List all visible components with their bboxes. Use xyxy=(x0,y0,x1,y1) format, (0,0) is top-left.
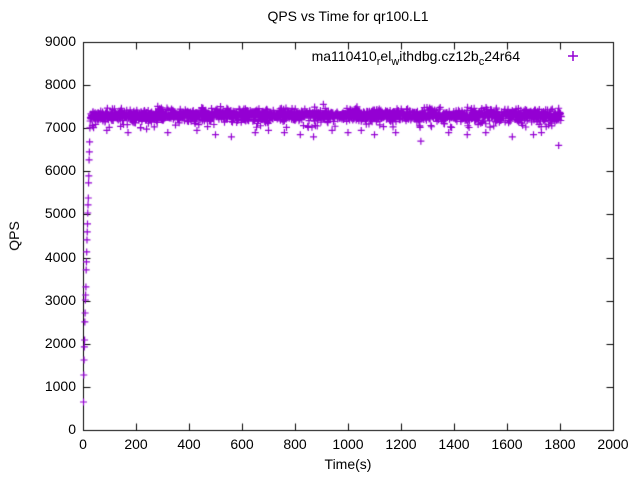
x-tick-label: 2000 xyxy=(597,436,629,452)
legend: ma110410relwithdbg.cz12bc24r64 xyxy=(0,47,613,68)
y-tick-label: 2000 xyxy=(44,334,76,351)
y-tick-label: 0 xyxy=(68,421,76,437)
y-tick-label: 4000 xyxy=(44,248,76,265)
x-tick-label: 0 xyxy=(79,436,87,452)
x-tick-label: 800 xyxy=(283,436,307,452)
x-tick-label: 200 xyxy=(124,436,148,452)
y-tick-label: 8000 xyxy=(44,76,76,93)
x-tick-label: 1600 xyxy=(491,436,523,452)
y-tick-label: 1000 xyxy=(44,377,76,394)
x-axis-label: Time(s) xyxy=(324,456,372,472)
y-tick-label: 7000 xyxy=(44,119,76,136)
x-tick-label: 600 xyxy=(230,436,254,452)
y-axis-label: QPS xyxy=(6,221,22,251)
x-tick-label: 1200 xyxy=(385,436,417,452)
x-tick-label: 400 xyxy=(177,436,201,452)
y-tick-label: 3000 xyxy=(44,291,76,308)
x-tick-label: 1000 xyxy=(332,436,364,452)
y-tick-label: 6000 xyxy=(44,162,76,179)
legend-series-label: ma110410relwithdbg.cz12bc24r64 xyxy=(311,48,520,68)
chart-title: QPS vs Time for qr100.L1 xyxy=(267,8,429,24)
x-tick-label: 1800 xyxy=(544,436,576,452)
x-tick-label: 1400 xyxy=(438,436,470,452)
plus-marker-icon xyxy=(566,49,580,63)
y-tick-label: 5000 xyxy=(44,205,76,222)
y-tick-label: 9000 xyxy=(44,33,76,49)
